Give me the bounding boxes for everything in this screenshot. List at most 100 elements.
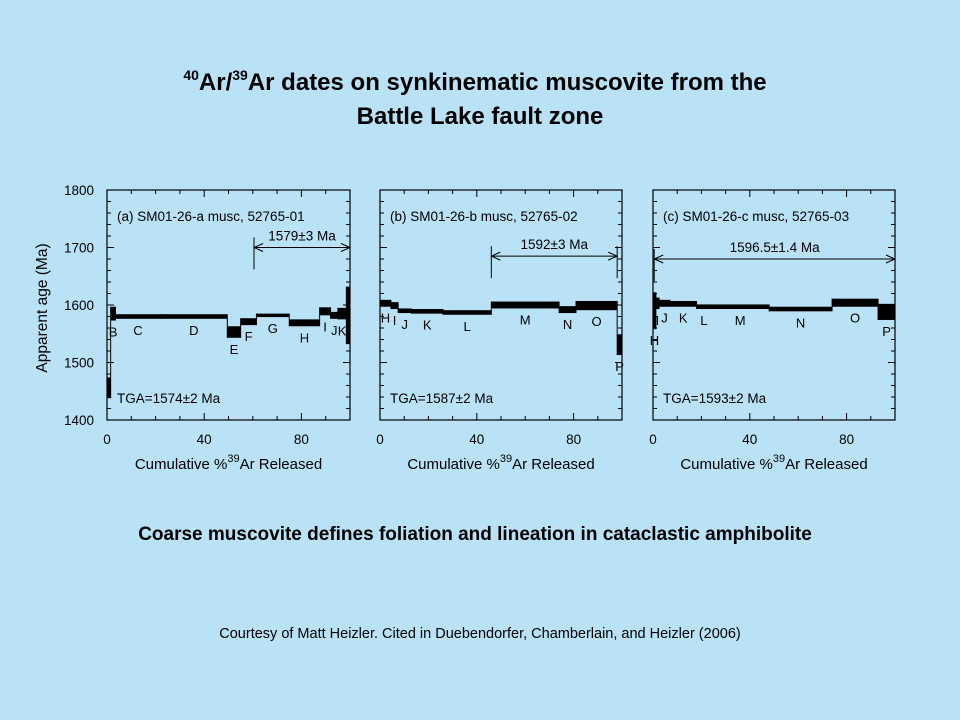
step-box xyxy=(653,292,656,330)
step-label: P xyxy=(615,359,624,374)
title-ar-2: Ar dates on synkinematic muscovite from … xyxy=(247,69,767,96)
step-label: O xyxy=(592,314,602,329)
step-box xyxy=(115,314,161,319)
step-label: M xyxy=(520,312,531,327)
step-label: H xyxy=(300,330,309,345)
step-box xyxy=(330,311,338,319)
step-box xyxy=(346,286,350,345)
x-tick-label: 80 xyxy=(294,432,309,447)
step-label: J xyxy=(331,323,338,338)
step-box xyxy=(576,300,618,311)
x-axis-label: Cumulative %39Ar Released xyxy=(407,453,594,473)
x-axis-label-post: Ar Released xyxy=(240,456,323,473)
step-box xyxy=(878,303,895,320)
step-box xyxy=(696,304,712,310)
x-tick-label: 0 xyxy=(649,432,657,447)
step-box xyxy=(160,314,228,319)
step-label: D xyxy=(189,323,198,338)
title-sup-39: 39 xyxy=(232,67,248,83)
step-label: H xyxy=(381,311,390,326)
x-tick-label: 80 xyxy=(839,432,854,447)
step-box xyxy=(655,297,660,310)
x-axis-label: Cumulative %39Ar Released xyxy=(135,453,322,473)
step-label: G xyxy=(268,321,278,336)
x-tick-label: 40 xyxy=(197,432,212,447)
courtesy-note: Courtesy of Matt Heizler. Cited in Duebe… xyxy=(219,626,741,642)
title-line-1: 40Ar/39Ar dates on synkinematic muscovit… xyxy=(0,66,955,100)
step-label: C xyxy=(133,323,142,338)
step-label: O xyxy=(850,311,860,326)
step-label: E xyxy=(230,342,239,357)
x-axis-label: Cumulative %39Ar Released xyxy=(680,453,867,473)
y-tick-label: 1400 xyxy=(64,413,94,428)
panel-title: (c) SM01-26-c musc, 52765-03 xyxy=(663,209,849,224)
tga-label: TGA=1593±2 Ma xyxy=(663,391,767,406)
x-axis-label-pre: Cumulative % xyxy=(680,456,773,473)
panel-title: (a) SM01-26-a musc, 52765-01 xyxy=(117,209,305,224)
y-axis-label: Apparent age (Ma) xyxy=(34,243,51,372)
tga-label: TGA=1587±2 Ma xyxy=(390,391,494,406)
step-box xyxy=(559,306,577,314)
x-tick-label: 0 xyxy=(103,432,111,447)
step-box xyxy=(110,306,116,321)
step-label: I xyxy=(656,313,660,328)
step-box xyxy=(711,304,770,310)
step-box xyxy=(669,300,697,307)
step-box xyxy=(107,377,111,399)
step-label: K xyxy=(423,318,432,333)
tga-label: TGA=1574±2 Ma xyxy=(117,391,221,406)
y-tick-label: 1700 xyxy=(64,241,94,256)
step-box xyxy=(832,298,879,307)
step-label: F xyxy=(245,329,253,344)
x-axis-label-pre: Cumulative % xyxy=(135,456,228,473)
x-tick-label: 40 xyxy=(742,432,757,447)
step-label: N xyxy=(563,317,572,332)
step-label: B xyxy=(109,325,118,340)
x-tick-label: 40 xyxy=(469,432,484,447)
step-box xyxy=(491,301,560,309)
step-box xyxy=(337,307,347,320)
step-box xyxy=(319,307,331,316)
x-tick-label: 80 xyxy=(566,432,581,447)
step-box xyxy=(227,326,241,338)
x-axis-label-sup: 39 xyxy=(227,453,239,465)
x-axis-label-post: Ar Released xyxy=(785,456,868,473)
x-axis-label-sup: 39 xyxy=(773,453,785,465)
step-box xyxy=(390,302,399,310)
title-ar-1: Ar/ xyxy=(198,69,233,96)
panel-title: (b) SM01-26-b musc, 52765-02 xyxy=(390,209,578,224)
plateau-age-label: 1596.5±1.4 Ma xyxy=(730,240,820,255)
step-label: L xyxy=(700,313,707,328)
step-box xyxy=(240,318,257,326)
x-axis-label-sup: 39 xyxy=(500,453,512,465)
plateau-age-label: 1579±3 Ma xyxy=(268,229,336,244)
step-label: M xyxy=(735,313,746,328)
step-box xyxy=(398,308,412,314)
y-tick-label: 1500 xyxy=(64,356,94,371)
x-axis-label-post: Ar Released xyxy=(512,456,595,473)
caption: Coarse muscovite defines foliation and l… xyxy=(138,524,812,545)
step-label: I xyxy=(393,313,397,328)
step-box xyxy=(380,299,391,307)
title-line-2: Battle Lake fault zone xyxy=(356,103,604,130)
step-label: N xyxy=(796,315,805,330)
y-tick-label: 1600 xyxy=(64,298,94,313)
step-label: L xyxy=(464,319,471,334)
y-tick-label: 1800 xyxy=(64,183,94,198)
step-label: H xyxy=(650,333,659,348)
step-label: K xyxy=(338,323,347,338)
step-label: K xyxy=(679,311,688,326)
plateau-age-label: 1592±3 Ma xyxy=(521,237,589,252)
x-tick-label: 0 xyxy=(376,432,384,447)
step-box xyxy=(442,310,492,315)
plot-frame xyxy=(106,189,351,421)
x-axis-label-pre: Cumulative % xyxy=(407,456,500,473)
step-label: P xyxy=(882,324,891,339)
slide-title: 40Ar/39Ar dates on synkinematic muscovit… xyxy=(0,66,960,134)
step-label: J xyxy=(661,311,668,326)
step-box xyxy=(617,334,622,356)
step-box xyxy=(289,319,320,327)
step-box xyxy=(659,299,670,307)
step-box xyxy=(769,306,833,312)
